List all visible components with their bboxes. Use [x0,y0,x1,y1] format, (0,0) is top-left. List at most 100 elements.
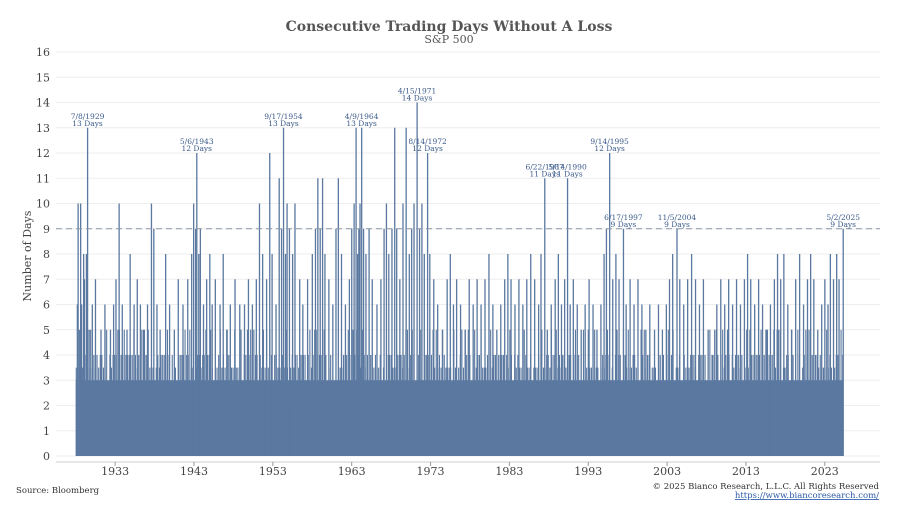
bar [580,329,582,456]
bar [77,203,79,456]
bar [690,254,693,456]
bar [362,329,364,456]
bar [728,279,730,456]
bar [408,254,410,456]
bar [659,355,661,456]
bar [507,254,509,456]
bar [406,329,409,456]
bar [399,279,401,456]
bar [606,329,609,456]
bar [125,355,127,456]
annotation-days: 9 Days [830,220,856,229]
bar [819,355,821,456]
bar [153,228,155,456]
bar [750,279,752,456]
bar [210,329,212,456]
bar [352,329,354,456]
bar [612,279,614,456]
bar [810,254,812,456]
bar [821,304,823,456]
bar [304,355,306,456]
bar [629,279,631,456]
bar [470,405,473,456]
bar [438,355,441,456]
bar [698,355,700,456]
bar [474,329,476,456]
bar [668,279,671,456]
bar [170,405,172,456]
bar [301,355,303,456]
bar [380,279,382,456]
x-tick-label: 1983 [495,465,523,478]
bar [690,355,692,456]
bar [534,279,536,456]
bar [275,304,277,456]
annotation-days: 13 Days [72,119,103,128]
bar [337,178,339,456]
copyright-note: © 2025 Bianco Research, L.L.C. All Right… [653,482,880,492]
website-link[interactable]: https://www.biancoresearch.com/ [735,491,879,501]
bar [314,329,316,456]
bar [649,304,651,456]
bar [302,304,304,456]
bar [537,304,540,456]
bar [98,367,100,456]
bar [646,355,649,456]
bar [147,329,149,456]
bar [144,355,146,456]
bar [435,329,437,456]
bar [761,304,764,456]
bar [347,329,349,456]
bar [613,405,615,456]
bar [798,254,801,456]
bar [769,304,772,456]
bar [317,178,319,456]
bar [587,329,589,456]
bar [187,279,189,456]
bar [277,367,279,456]
bar [665,304,668,456]
bar [509,329,511,456]
bar [394,127,396,456]
bar [166,329,169,456]
bar [239,304,241,456]
bar [621,405,623,456]
bar [774,367,777,456]
bar [206,355,209,456]
bar [110,367,113,456]
bar [536,367,538,456]
bar [194,405,196,456]
bar [672,254,674,456]
bar [792,355,794,456]
bar [693,355,695,456]
bar [800,405,802,456]
bar [718,405,721,456]
bar [691,355,693,456]
bar [586,367,588,456]
bar [448,367,450,456]
bar [309,329,311,456]
bar [142,329,145,456]
bar [709,329,711,456]
bar [664,405,666,456]
bar [75,367,77,456]
bar [100,329,102,456]
bar [351,228,353,456]
bar [168,304,171,456]
bar [443,355,445,456]
bar [651,367,653,456]
y-tick-label: 8 [43,248,50,261]
y-tick-label: 1 [43,425,50,438]
bar [574,329,577,456]
bar [117,329,119,456]
bar [191,254,193,456]
bar [429,254,431,456]
bar [278,178,280,456]
bar [738,355,740,456]
x-axis-ticks: 1933 1943 1953 1963 1973 1983 1993 2003 2013 2023 [56,461,880,478]
bar [568,355,570,456]
y-tick-label: 7 [43,273,50,286]
bar [226,329,228,456]
bar [657,304,660,456]
bar [131,355,133,456]
